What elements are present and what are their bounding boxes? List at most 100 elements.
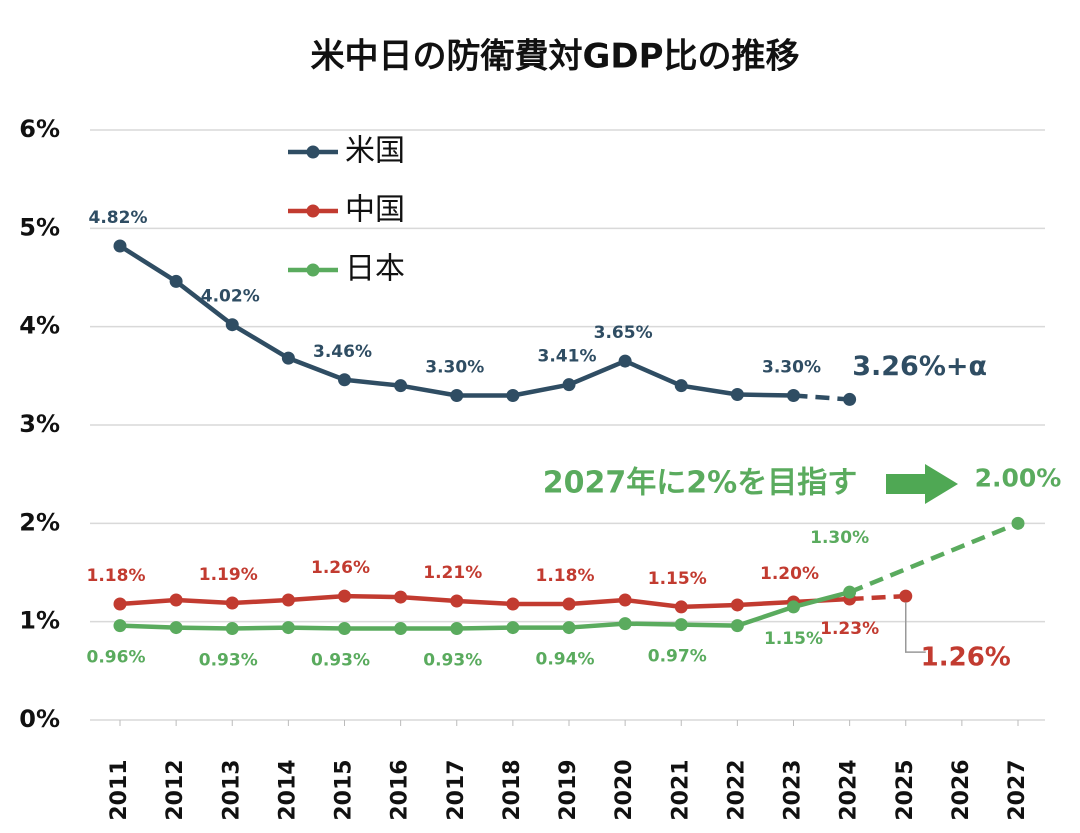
marker xyxy=(113,239,127,253)
marker xyxy=(450,389,464,402)
y-tick-label: 5% xyxy=(19,213,60,241)
marker xyxy=(225,622,239,636)
data-label: 3.30% xyxy=(425,358,484,378)
marker xyxy=(394,379,408,393)
marker xyxy=(730,598,744,612)
data-label: 0.93% xyxy=(423,651,482,671)
data-label: 4.82% xyxy=(89,208,148,228)
projection-line xyxy=(849,593,906,602)
data-label: 0.96% xyxy=(87,648,146,668)
x-tick-label: 2018 xyxy=(500,759,525,820)
projection-line xyxy=(793,393,850,402)
marker xyxy=(787,389,800,402)
x-tick-label: 2012 xyxy=(163,759,188,820)
y-tick-label: 6% xyxy=(19,115,60,143)
marker xyxy=(113,619,127,633)
legend-label: 中国 xyxy=(345,193,405,228)
legend-marker xyxy=(306,204,320,218)
x-tick-label: 2017 xyxy=(444,759,469,820)
marker xyxy=(338,373,351,387)
legend-label: 米国 xyxy=(345,134,405,169)
marker xyxy=(281,621,295,635)
y-tick-label: 2% xyxy=(19,508,60,536)
y-tick-label: 1% xyxy=(19,607,60,635)
marker xyxy=(169,274,183,288)
data-label: 3.30% xyxy=(762,358,821,378)
marker xyxy=(281,351,295,365)
legend-label: 日本 xyxy=(345,252,405,287)
data-label: 1.18% xyxy=(536,566,595,586)
marker xyxy=(843,392,857,406)
data-label: 1.19% xyxy=(199,565,258,585)
data-label: 0.97% xyxy=(648,647,707,667)
series-line xyxy=(119,593,850,610)
legend-marker xyxy=(306,263,320,277)
y-tick-label: 0% xyxy=(19,705,60,733)
data-label: 0.94% xyxy=(536,650,595,670)
marker xyxy=(281,593,295,607)
marker xyxy=(899,589,913,603)
annotation: 2027年に2%を目指す xyxy=(543,466,857,501)
data-label: 3.41% xyxy=(538,347,597,367)
data-label: 1.23% xyxy=(820,619,879,639)
marker xyxy=(787,600,800,614)
marker xyxy=(730,388,744,402)
x-tick-label: 2011 xyxy=(107,759,132,820)
x-tick-label: 2014 xyxy=(275,759,300,820)
marker xyxy=(562,621,576,635)
marker xyxy=(562,597,576,611)
marker xyxy=(506,597,520,611)
data-label: 1.30% xyxy=(810,528,869,548)
marker xyxy=(394,590,408,604)
marker xyxy=(394,622,408,636)
chart-title: 米中日の防衛費対GDP比の推移 xyxy=(310,37,799,77)
data-label: 0.93% xyxy=(311,651,370,671)
marker xyxy=(450,594,464,608)
data-label: 3.46% xyxy=(313,342,372,362)
data-label: 3.65% xyxy=(594,323,653,343)
data-label: 0.93% xyxy=(199,651,258,671)
data-label: 1.15% xyxy=(648,569,707,589)
series-line xyxy=(119,589,851,631)
x-tick-label: 2022 xyxy=(724,759,749,820)
marker xyxy=(730,619,744,633)
data-label: 1.21% xyxy=(423,563,482,583)
marker xyxy=(450,622,464,636)
marker xyxy=(225,596,239,610)
marker xyxy=(618,593,632,607)
marker xyxy=(169,621,183,635)
data-label: 1.15% xyxy=(764,629,823,649)
x-tick-label: 2025 xyxy=(893,759,918,820)
y-tick-label: 4% xyxy=(19,312,60,340)
marker xyxy=(506,389,520,402)
x-tick-label: 2021 xyxy=(668,759,693,820)
annotation-arrow xyxy=(886,464,958,504)
data-label: 1.18% xyxy=(87,566,146,586)
x-tick-label: 2015 xyxy=(332,759,357,820)
marker xyxy=(225,318,239,332)
marker xyxy=(506,621,520,635)
marker xyxy=(618,354,632,368)
x-tick-label: 2019 xyxy=(556,759,581,820)
x-tick-label: 2023 xyxy=(781,759,806,820)
data-label: 2.00% xyxy=(975,463,1062,492)
marker xyxy=(169,593,183,607)
marker xyxy=(674,600,688,614)
x-tick-label: 2013 xyxy=(219,759,244,820)
data-label: 3.26%+α xyxy=(852,351,987,382)
marker xyxy=(562,378,576,392)
marker xyxy=(674,618,688,632)
x-tick-label: 2026 xyxy=(949,759,974,820)
marker xyxy=(674,379,688,393)
x-tick-label: 2016 xyxy=(388,759,413,820)
data-label: 1.26% xyxy=(921,643,1011,673)
data-label: 4.02% xyxy=(201,287,260,307)
marker xyxy=(1011,516,1025,530)
data-label: 1.26% xyxy=(311,558,370,578)
marker xyxy=(618,617,632,631)
legend-marker xyxy=(306,145,320,159)
projection-line xyxy=(848,521,1019,595)
